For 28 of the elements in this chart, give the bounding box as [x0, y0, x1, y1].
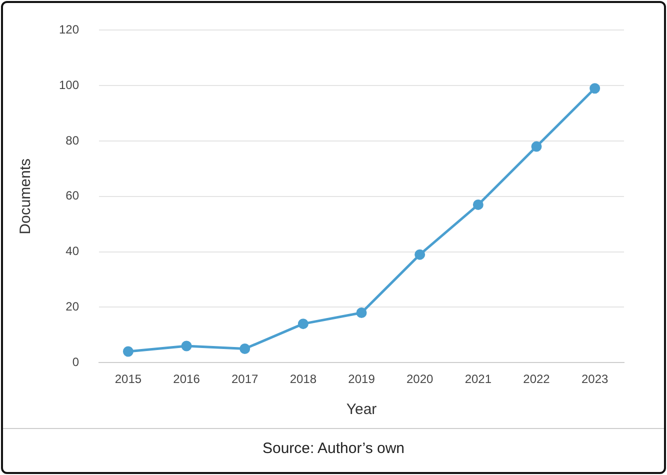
y-tick-label: 80 [66, 133, 80, 148]
x-tick-label: 2020 [406, 372, 434, 386]
y-tick-label: 120 [58, 22, 80, 37]
y-tick-label: 0 [72, 354, 80, 369]
point [414, 249, 426, 260]
x-tick-label: 2018 [290, 372, 317, 386]
point [240, 344, 250, 354]
x-tick-label: 2017 [231, 372, 259, 386]
x-tick-label: 2019 [348, 372, 376, 386]
point [531, 141, 542, 152]
point [181, 340, 192, 352]
x-tick-label: 2016 [173, 372, 200, 386]
y-axis-title: Documents [17, 158, 34, 234]
x-tick-label: 2023 [581, 372, 609, 386]
x-axis-title: Year [346, 401, 377, 418]
point [590, 83, 600, 94]
y-tick-label: 60 [66, 188, 80, 203]
source-note: Source: Author’s own [261, 440, 406, 457]
point [472, 199, 484, 210]
point [122, 346, 134, 357]
y-tick-label: 20 [66, 300, 80, 314]
y-tick-label: 40 [66, 244, 80, 258]
point [356, 307, 367, 318]
y-tick-label: 100 [58, 78, 80, 92]
x-tick-label: 2022 [523, 372, 550, 386]
point [298, 318, 308, 330]
x-tick-label: 2021 [464, 372, 492, 386]
x-tick-label: 2015 [114, 372, 142, 386]
